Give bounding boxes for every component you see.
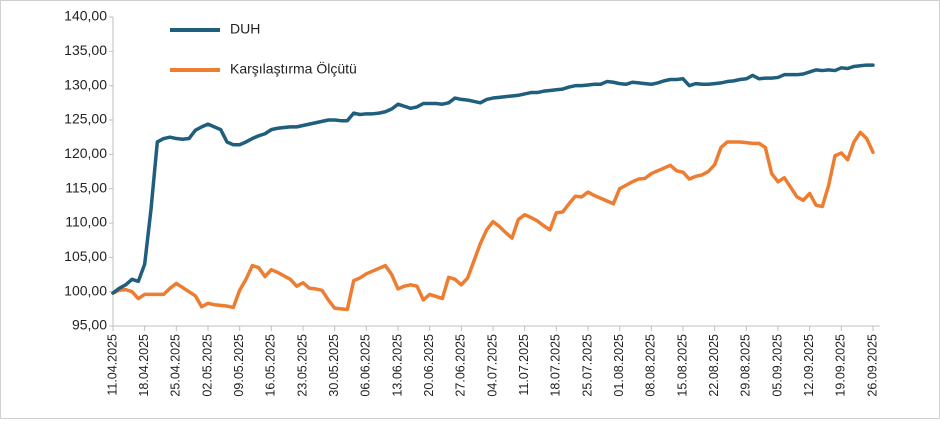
legend-label: DUH [230,21,260,37]
x-tick-label: 18.04.2025 [137,334,151,397]
y-tick-label: 135,00 [64,42,107,58]
x-tick-label: 15.08.2025 [675,334,689,397]
x-tick-label: 08.08.2025 [644,334,658,397]
x-tick-label: 27.06.2025 [454,334,468,397]
x-tick-label: 02.05.2025 [200,334,214,397]
y-tick-label: 100,00 [64,282,107,298]
x-tick-label: 29.08.2025 [739,334,753,397]
x-tick-label: 25.04.2025 [169,334,183,397]
x-tick-label: 19.09.2025 [834,334,848,397]
x-tick-label: 11.04.2025 [105,334,119,396]
x-tick-label: 06.06.2025 [359,334,373,397]
x-tick-label: 05.09.2025 [770,334,784,397]
x-tick-label: 04.07.2025 [485,334,499,397]
y-tick-label: 95,00 [72,317,107,333]
series-line [111,130,875,312]
x-tick-label: 11.07.2025 [517,334,531,396]
x-tick-label: 25.07.2025 [580,334,594,397]
y-tick-label: 140,00 [64,8,107,24]
y-tick-label: 125,00 [64,111,107,127]
x-tick-label: 30.05.2025 [327,334,341,397]
x-tick-label: 20.06.2025 [422,334,436,397]
legend-label: Karşılaştırma Ölçütü [230,60,357,77]
series-line [111,63,875,295]
y-tick-label: 105,00 [64,248,107,264]
y-tick-label: 115,00 [65,179,107,195]
y-tick-label: 130,00 [64,76,107,92]
y-tick-label: 110,00 [65,214,107,230]
y-tick-label: 120,00 [64,145,107,161]
x-tick-label: 01.08.2025 [612,334,626,397]
x-tick-label: 26.09.2025 [865,334,879,397]
x-tick-label: 22.08.2025 [707,334,721,397]
x-tick-label: 13.06.2025 [390,334,404,397]
x-tick-label: 23.05.2025 [295,334,309,397]
x-tick-label: 16.05.2025 [264,334,278,397]
x-tick-label: 18.07.2025 [549,334,563,397]
x-tick-label: 12.09.2025 [802,334,816,397]
x-tick-label: 09.05.2025 [232,334,246,397]
